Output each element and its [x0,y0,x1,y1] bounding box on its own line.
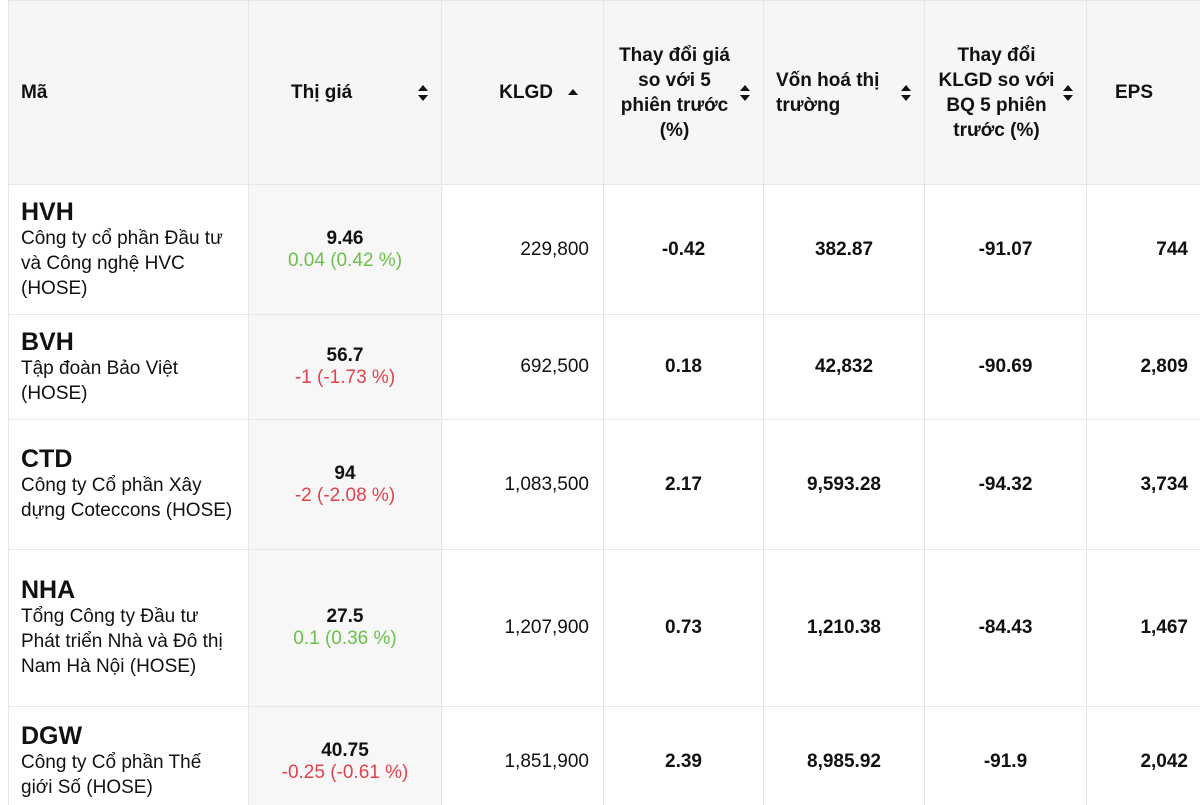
price-cell: 56.7 -1 (-1.73 %) [248,314,442,420]
eps: 3,734 [1086,419,1200,550]
header-label: KLGD [499,82,553,103]
table-row: NHA Tổng Công ty Đầu tư Phát triển Nhà và… [8,549,1200,707]
volume-change-5: -91.07 [924,184,1087,315]
price-change: -2 (-2.08 %) [294,484,396,506]
header-cell[interactable]: Thay đổi giá so với 5 phiên trước (%) [603,0,764,185]
stock-code: NHA [21,576,76,604]
stock-cell: NHA Tổng Công ty Đầu tư Phát triển Nhà và… [8,549,249,707]
price-change: -1 (-1.73 %) [294,367,396,388]
eps: 2,042 [1086,706,1200,805]
stock-cell: DGW Công ty Cổ phần Thế giới Số (HOSE) [8,706,249,805]
table-row: CTD Công ty Cổ phần Xây dựng Coteccons (H… [8,419,1200,550]
stock-code: BVH [21,327,74,356]
stock-code: CTD [21,445,73,473]
price-cell: 9.46 0.04 (0.42 %) [248,184,442,315]
stock-code: HVH [21,197,74,226]
header-label: Thay đổi giá so với 5 phiên trước (%) [619,44,730,141]
sort-icon [1063,84,1073,101]
header-label: Mã [21,82,48,103]
company-name: Công ty cổ phần Đầu tư và Công nghệ HVC … [21,227,223,299]
volume-change-5: -90.69 [924,314,1087,420]
volume-change-5: -84.43 [924,549,1087,707]
volume: 1,207,900 [441,549,604,707]
price-cell: 40.75 -0.25 (-0.61 %) [248,706,442,805]
price-change-5: 0.18 [603,314,764,420]
eps: 744 [1086,184,1200,315]
price: 94 [334,462,356,484]
header-label: Thị giá [291,82,353,103]
price-cell: 27.5 0.1 (0.36 %) [248,549,442,707]
stock-cell: HVH Công ty cổ phần Đầu tư và Công nghệ H… [8,184,249,315]
company-name: Tổng Công ty Đầu tư Phát triển Nhà và Đô… [21,606,223,677]
volume: 229,800 [441,184,604,315]
price: 9.46 [326,227,364,249]
header-cell[interactable]: KLGD [441,0,604,185]
volume: 692,500 [441,314,604,420]
table-row: BVH Tập đoàn Bảo Việt (HOSE) 56.7 -1 (-1.73… [8,314,1200,420]
market-cap: 42,832 [763,314,925,420]
stock-cell: CTD Công ty Cổ phần Xây dựng Coteccons (H… [8,419,249,550]
sort-icon [901,84,911,101]
market-cap: 1,210.38 [763,549,925,707]
company-name: Tập đoàn Bảo Việt (HOSE) [21,357,179,404]
price: 56.7 [326,345,364,366]
price: 40.75 [321,739,369,761]
price-change: 0.1 (0.36 %) [293,628,397,649]
header-label: Vốn hoá thị trường [776,69,880,116]
market-cap: 382.87 [763,184,925,315]
price-change: -0.25 (-0.61 %) [281,761,409,783]
stock-table: Mã Thị giá KLGD Thay đổi giá so với 5 ph… [8,0,1200,805]
volume-change-5: -94.32 [924,419,1087,550]
company-name: Công ty Cổ phần Xây dựng Coteccons (HOSE… [21,475,233,521]
table-body: HVH Công ty cổ phần Đầu tư và Công nghệ H… [8,184,1200,805]
sort-icon [740,84,750,101]
header-cell[interactable]: Thay đổi KLGD so với BQ 5 phiên trước (%… [924,0,1087,185]
market-cap: 9,593.28 [763,419,925,550]
price-change-5: 2.39 [603,706,764,805]
market-cap: 8,985.92 [763,706,925,805]
header-label: Thay đổi KLGD so với BQ 5 phiên trước (%… [938,44,1055,141]
header-cell: EPS [1086,0,1200,185]
price-cell: 94 -2 (-2.08 %) [248,419,442,550]
table-row: DGW Công ty Cổ phần Thế giới Số (HOSE) 40.… [8,706,1200,805]
price-change: 0.04 (0.42 %) [287,249,403,271]
sort-icon [418,84,428,101]
stock-code: DGW [21,722,83,750]
header-cell: Mã [8,0,249,185]
price: 27.5 [326,606,364,627]
header-label: EPS [1115,82,1154,103]
price-change-5: 2.17 [603,419,764,550]
volume-change-5: -91.9 [924,706,1087,805]
header-cell[interactable]: Vốn hoá thị trường [763,0,925,185]
company-name: Công ty Cổ phần Thế giới Số (HOSE) [21,752,202,798]
volume: 1,083,500 [441,419,604,550]
price-change-5: 0.73 [603,549,764,707]
volume: 1,851,900 [441,706,604,805]
header-cell[interactable]: Thị giá [248,0,442,185]
price-change-5: -0.42 [603,184,764,315]
table-row: HVH Công ty cổ phần Đầu tư và Công nghệ H… [8,184,1200,315]
eps: 1,467 [1086,549,1200,707]
stock-cell: BVH Tập đoàn Bảo Việt (HOSE) [8,314,249,420]
sort-icon [568,88,578,95]
eps: 2,809 [1086,314,1200,420]
